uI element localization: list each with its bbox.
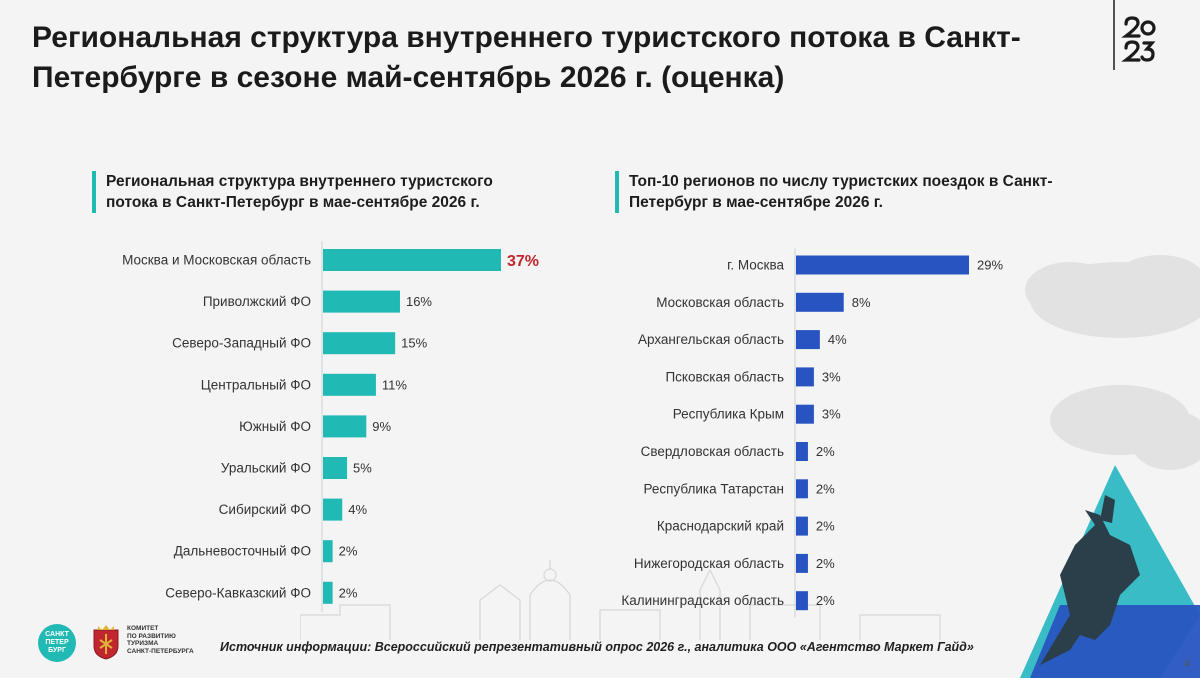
value-label: 3% — [822, 407, 841, 422]
page-title: Региональная структура внутреннего турис… — [32, 21, 1021, 94]
value-label: 37% — [507, 253, 539, 270]
value-label: 9% — [372, 419, 391, 434]
bar — [323, 249, 501, 271]
bar — [796, 591, 808, 611]
value-label: 4% — [828, 332, 847, 347]
value-label: 2% — [816, 481, 835, 496]
category-label: Свердловская область — [641, 444, 784, 459]
category-label: Сибирский ФО — [219, 502, 311, 517]
category-label: Калининградская область — [621, 593, 784, 608]
category-label: Центральный ФО — [201, 377, 311, 392]
value-label: 8% — [852, 295, 871, 310]
year-logo — [1113, 0, 1156, 70]
value-label: 2% — [816, 444, 835, 459]
bar — [323, 290, 400, 313]
right-bar-chart: г. Москва 29% Московская область 8% Архангел… — [621, 248, 1003, 618]
category-label: Южный ФО — [239, 419, 311, 434]
value-label: 11% — [382, 377, 407, 392]
bar — [796, 442, 808, 461]
category-label: Псковская область — [665, 369, 784, 384]
page-number: 4 — [1184, 658, 1191, 670]
category-label: Дальневосточный ФО — [174, 544, 311, 559]
bar — [796, 330, 820, 350]
committee-line: туризма — [127, 640, 159, 647]
spb-logo: САНКТ ПЕТЕР БУРГ — [38, 624, 76, 662]
value-label: 5% — [353, 461, 372, 476]
bar — [796, 479, 808, 499]
category-label: Москва и Московская область — [122, 253, 311, 268]
value-label: 3% — [822, 369, 841, 384]
bar — [796, 553, 808, 573]
skyline-decoration — [300, 560, 941, 640]
bar — [323, 540, 333, 563]
value-label: 15% — [401, 336, 427, 351]
bar — [796, 292, 844, 312]
coat-of-arms-icon — [93, 625, 119, 660]
value-label: 16% — [406, 294, 432, 309]
bar — [796, 516, 808, 536]
value-label: 2% — [816, 519, 835, 534]
category-label: Республика Татарстан — [643, 481, 784, 496]
category-label: Северо-Западный ФО — [172, 336, 311, 351]
committee-line: Комитет — [127, 625, 159, 632]
committee-line: Санкт-Петербурга — [127, 647, 194, 655]
left-chart-heading: Региональная структура внутреннего турис… — [92, 171, 546, 213]
committee-line: по развитию — [127, 632, 176, 640]
category-label: Приволжский ФО — [203, 294, 311, 309]
value-label: 2% — [816, 556, 835, 571]
bar — [796, 367, 814, 387]
left-bar-chart: Москва и Московская область 37% Приволжски… — [122, 241, 539, 612]
bar — [323, 332, 396, 355]
spb-logo-line: БУРГ — [48, 647, 66, 654]
category-label: Республика Крым — [673, 407, 784, 422]
source-note: Источник информации: Всероссийский репре… — [220, 640, 974, 654]
bar — [323, 373, 376, 396]
value-label: 2% — [339, 585, 358, 600]
bronze-horseman-decoration — [1020, 465, 1200, 678]
category-label: Московская область — [656, 295, 784, 310]
bar — [796, 404, 814, 424]
right-chart-heading: Топ-10 регионов по числу туристских поез… — [615, 171, 1079, 213]
value-label: 2% — [339, 544, 358, 559]
category-label: Архангельская область — [638, 332, 784, 347]
bar — [796, 255, 969, 275]
committee-label: Комитет по развитию туризма Санкт-Петерб… — [127, 625, 217, 655]
bar — [323, 415, 367, 438]
category-label: г. Москва — [727, 258, 784, 273]
spb-logo-line: ПЕТЕР — [45, 639, 69, 646]
category-label: Уральский ФО — [221, 461, 311, 476]
cloud-decoration — [1025, 255, 1200, 470]
bar — [323, 498, 343, 521]
category-label: Краснодарский край — [657, 519, 784, 534]
bar — [323, 457, 348, 479]
category-label: Северо-Кавказский ФО — [165, 585, 311, 600]
value-label: 4% — [348, 502, 367, 517]
category-label: Нижегородская область — [634, 556, 784, 571]
bar — [323, 581, 333, 604]
value-label: 29% — [977, 258, 1003, 273]
spb-logo-line: САНКТ — [45, 631, 69, 638]
value-label: 2% — [816, 593, 835, 608]
